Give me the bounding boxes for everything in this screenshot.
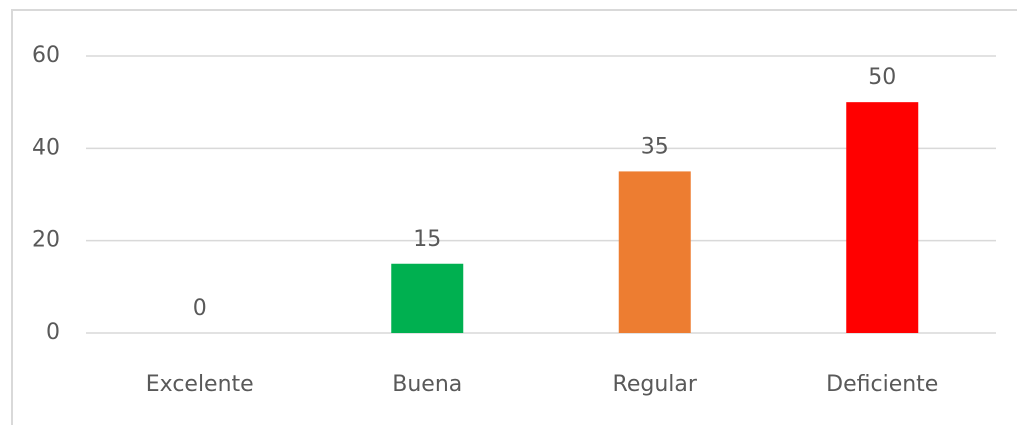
data-label: 15 — [413, 227, 441, 252]
x-tick-label: Deficiente — [826, 372, 938, 397]
y-tick-label: 0 — [46, 320, 60, 345]
y-tick-label: 60 — [32, 43, 60, 68]
bar — [846, 102, 919, 334]
chart-frame — [11, 9, 1017, 425]
x-tick-label: Buena — [392, 372, 462, 397]
data-label: 50 — [868, 65, 896, 90]
data-label: 35 — [641, 134, 669, 159]
y-tick-label: 20 — [32, 228, 60, 253]
bar — [391, 263, 464, 333]
data-label: 0 — [193, 296, 207, 321]
y-tick-label: 40 — [32, 135, 60, 160]
x-tick-label: Regular — [613, 372, 698, 397]
bar — [618, 171, 691, 333]
x-tick-label: Excelente — [146, 372, 254, 397]
